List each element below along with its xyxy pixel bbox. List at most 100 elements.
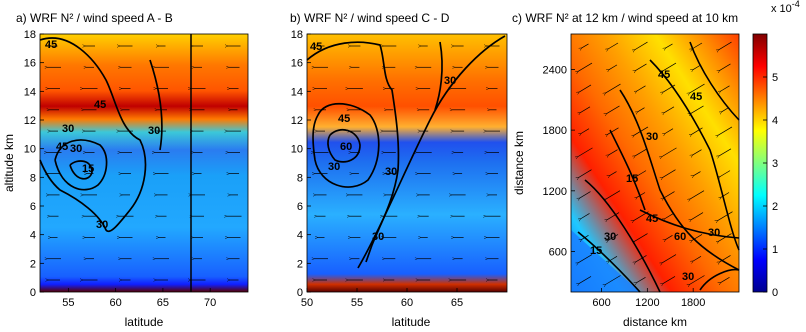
panel-a: a) WRF N² / wind speed A - B 45 45 30 30… [2,11,249,329]
panel-c-contour-label: 30 [604,231,616,243]
panel-c-wind-arrow [578,147,593,157]
panel-c-wind-arrow [606,83,621,93]
panel-b-contour-label: 30 [328,161,340,173]
panel-c-wind-arrow [721,276,730,282]
panel-c-wind-arrow [578,62,593,71]
panel-a-contour-label: 45 [45,39,57,51]
panel-b-x-tick-label: 60 [401,297,413,309]
panel-c-contour-label: 15 [590,245,602,257]
panel-c-title: c) WRF N² at 12 km / wind speed at 10 km [512,11,738,25]
panel-c-wind-arrow [581,128,590,134]
panel-c-wind-arrow [690,275,705,285]
panel-b-y-tick-label: 18 [291,29,303,41]
panel-c-wind-arrow [720,170,731,177]
panel-c-wind-arrow [636,170,647,177]
panel-b-contour-label: 60 [340,141,352,153]
panel-a-x-tick-label: 70 [204,297,216,309]
panel-b-diagonal [357,35,506,269]
panel-a-x-tick-label: 60 [110,297,122,309]
panel-b-y-tick-label: 8 [297,172,303,184]
panel-c-wind-arrow [663,84,676,92]
panel-a-y-tick-label: 4 [30,230,36,242]
colorbar: 0 1 2 3 4 5 x 10-4 [752,0,800,299]
panel-c-contour-5 [689,41,740,121]
panel-b-y-tick-label: 10 [291,144,303,156]
panel-b-wind-arrows [314,46,501,280]
colorbar-tick-label: 1 [772,244,778,256]
panel-c-wind-arrow [582,235,589,239]
panel-b-contour-label: 30 [372,231,384,243]
panel-a-y-tick-label: 10 [24,144,36,156]
panel-c-y-ticks: 600 1200 1800 2400 [543,64,575,259]
colorbar-tick-label: 4 [772,115,778,127]
panel-c-wind-arrow [693,149,702,155]
panel-c-wind-arrow [665,213,674,218]
panel-c-contour-6 [639,209,740,239]
panel-c-wind-arrow [693,64,702,70]
panel-a-contour-label: 15 [82,163,94,175]
panel-c-wind-arrow [636,63,647,71]
panel-c-wind-arrow [579,276,592,283]
panel-c-wind-arrow [579,169,592,178]
panel-c-wind-arrow [664,191,675,199]
panel-c-wind-arrow [692,127,703,135]
panel-a-frame [39,33,249,293]
panel-c-y-tick-label: 1200 [543,186,567,198]
panel-c-wind-arrow [608,127,619,135]
panel-c-wind-arrow [694,171,701,176]
panel-c-wind-arrow [634,211,649,221]
panel-c-contour-8 [609,129,646,211]
panel-c-contour-label: 30 [708,227,720,239]
colorbar-tick-label: 5 [772,72,778,84]
panel-a-y-tick-label: 8 [30,172,36,184]
panel-c-wind-arrow [610,171,617,176]
panel-b-contour-labels: 45 45 60 30 30 30 30 [310,41,456,243]
panel-c-x-ticks: 600 1200 1800 [592,288,705,309]
panel-a-y-tick-label: 0 [30,287,36,299]
panel-c-wind-arrow [578,254,593,263]
panel-b-contour-label: 30 [385,166,397,178]
panel-c-x-tick-label: 1200 [635,297,659,309]
colorbar-exponent-power: -4 [792,0,800,9]
panel-a-contour-core [69,160,93,180]
panel-c-wind-arrow [662,254,677,263]
panel-c-wind-arrow [582,43,589,48]
panel-b-y-tick-label: 6 [297,201,303,213]
panel-c-wind-arrow [580,191,591,199]
panel-b-x-tick-label: 55 [351,297,363,309]
panel-c-wind-arrow [691,105,704,114]
panel-c-wind-arrow [579,84,592,92]
panel-c-wind-arrow [662,62,677,71]
panel-c-contour-3 [619,89,740,271]
panel-c-y-tick-label: 1800 [543,125,567,137]
panel-c-wind-arrow [635,148,648,156]
panel-b-y-tick-label: 2 [297,258,303,270]
colorbar-ticks: 0 1 2 3 4 5 [763,72,778,299]
panel-c-wind-arrow [721,192,730,198]
panel-b-heatmap [307,34,507,292]
panel-a-y-tick-label: 16 [24,58,36,70]
panel-a-x-ticks: 55 60 65 70 [62,288,216,309]
panel-c-wind-arrow [690,190,705,199]
panel-b-y-tick-label: 4 [297,230,303,242]
panel-a-x-tick-label: 55 [62,297,74,309]
panel-c-wind-arrow [637,85,646,91]
panel-c-wind-arrow [636,255,647,262]
panel-c-wind-arrow [662,147,677,157]
panel-c-contour-label: 45 [658,69,670,81]
panel-a-contour-label: 30 [96,219,108,231]
panel-c-wind-arrow [666,43,673,48]
panel-b-y-tick-label: 16 [291,58,303,70]
panel-b-y-tick-label: 0 [297,287,303,299]
panel-c-wind-arrows [578,41,733,285]
panel-a-title: a) WRF N² / wind speed A - B [16,11,173,25]
panel-b-contours [306,35,506,269]
panel-c-wind-arrow [663,276,676,283]
panel-c-contour-label: 60 [674,231,686,243]
panel-b-contour-inner [312,103,380,188]
panel-c-contour-label: 30 [646,131,658,143]
panel-c-heatmap [571,34,739,292]
panel-b: b) WRF N² / wind speed C - D 45 45 60 30… [290,11,508,329]
panel-b-y-tick-label: 14 [291,86,303,98]
